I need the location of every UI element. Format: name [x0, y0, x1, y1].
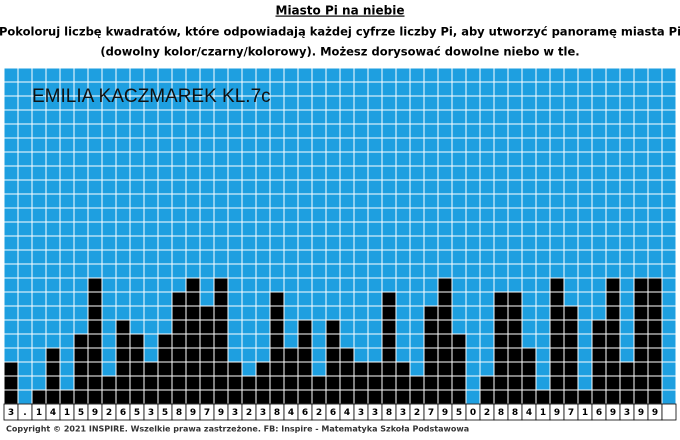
digit-label: 6 [302, 408, 308, 418]
digit-label: 8 [274, 408, 280, 418]
building [564, 306, 578, 404]
digit-label: 9 [610, 408, 616, 418]
digit-label: 3 [372, 408, 378, 418]
digit-label: 3 [232, 408, 238, 418]
digit-label: 6 [120, 408, 126, 418]
digit-label: 3 [148, 408, 154, 418]
digit-cell [661, 403, 677, 421]
digit-label: 4 [344, 408, 350, 418]
digit-label: 5 [456, 408, 462, 418]
digit-label: 1 [64, 408, 70, 418]
digit-label: 1 [36, 408, 42, 418]
instruction: Pokoloruj liczbę kwadratów, które odpowi… [0, 25, 680, 39]
digit-label: 9 [554, 408, 560, 418]
digit-label: 7 [568, 408, 574, 418]
building [550, 278, 564, 404]
digit-label: 9 [92, 408, 98, 418]
digit-label: 7 [428, 408, 434, 418]
building [256, 362, 270, 404]
title: Miasto Pi na niebie [276, 4, 405, 18]
digit-label: 9 [442, 408, 448, 418]
digit-label: 0 [470, 408, 476, 418]
building [228, 362, 242, 404]
building [606, 278, 620, 404]
digit-label: 3 [358, 408, 364, 418]
building [578, 390, 592, 404]
building [186, 278, 200, 404]
building [648, 278, 662, 404]
digit-label: 3 [400, 408, 406, 418]
building [536, 390, 550, 404]
digit-label: 2 [106, 408, 112, 418]
digit-label: 4 [526, 408, 532, 418]
digit-label: 3 [8, 408, 14, 418]
building [158, 334, 172, 404]
building [620, 362, 634, 404]
building [60, 390, 74, 404]
digit-label: 6 [330, 408, 336, 418]
building [396, 362, 410, 404]
building [368, 362, 382, 404]
digit-label: 8 [498, 408, 504, 418]
building [74, 334, 88, 404]
building [354, 362, 368, 404]
building [32, 390, 46, 404]
building [438, 278, 452, 404]
digit-label: 9 [190, 408, 196, 418]
digit-label: 2 [246, 408, 252, 418]
digit-label: 9 [652, 408, 658, 418]
digit-label: 3 [624, 408, 630, 418]
digit-label: 5 [78, 408, 84, 418]
digit-label: 5 [134, 408, 140, 418]
building [424, 306, 438, 404]
digit-label: 8 [386, 408, 392, 418]
digit-label: 3 [260, 408, 266, 418]
instruction: (dowolny kolor/czarny/kolorowy). Możesz … [100, 45, 579, 59]
building [144, 362, 158, 404]
building [214, 278, 228, 404]
digit-label: 7 [204, 408, 210, 418]
building [88, 278, 102, 404]
student-name: EMILIA KACZMAREK KL.7c [32, 86, 271, 107]
digit-label: 1 [540, 408, 546, 418]
building [4, 362, 18, 404]
digit-label: 2 [414, 408, 420, 418]
digit-label: 4 [288, 408, 294, 418]
digit-label: . [23, 408, 26, 418]
digit-label: 1 [582, 408, 588, 418]
digit-label: 2 [316, 408, 322, 418]
digit-label: 9 [638, 408, 644, 418]
digit-label: 8 [176, 408, 182, 418]
building [452, 334, 466, 404]
footer: Copyright © 2021 INSPIRE. Wszelkie prawa… [6, 425, 469, 434]
digit-label: 6 [596, 408, 602, 418]
digit-label: 4 [50, 408, 56, 418]
digit-label: 5 [162, 408, 168, 418]
building [200, 306, 214, 404]
digit-label: 9 [218, 408, 224, 418]
digit-label: 2 [484, 408, 490, 418]
building [634, 278, 648, 404]
building [130, 334, 144, 404]
digit-label: 8 [512, 408, 518, 418]
